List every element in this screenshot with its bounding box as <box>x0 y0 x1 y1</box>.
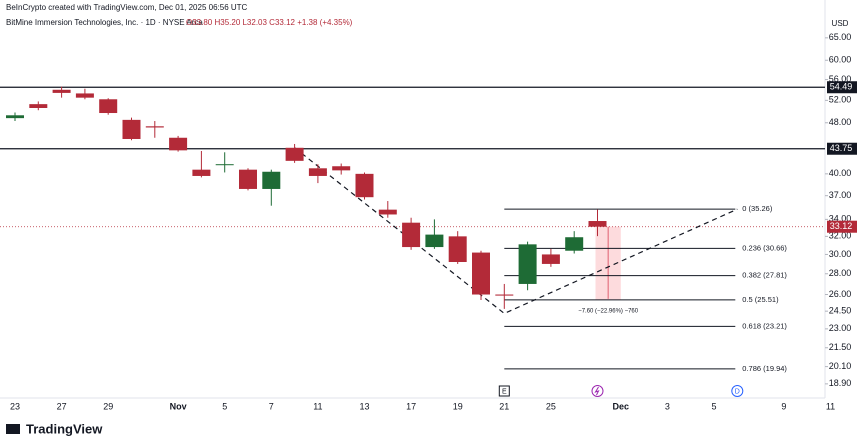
event-icon <box>498 385 510 397</box>
ohlc: O33.80 H35.20 L32.03 C33.12 +1.38 (+4.35… <box>186 18 353 27</box>
y-tick-label: 24.50 <box>829 306 852 316</box>
candle-body <box>262 171 281 189</box>
event-icon <box>731 385 744 397</box>
candle-body <box>402 222 421 248</box>
x-tick-label: 13 <box>359 401 369 411</box>
candle-body <box>378 209 397 215</box>
price-label-box <box>827 142 857 155</box>
x-tick-label: 11 <box>826 401 835 411</box>
currency: USD <box>832 19 849 28</box>
candle-body <box>588 221 607 227</box>
x-tick-label: 5 <box>222 401 227 411</box>
x-tick-label: Dec <box>613 401 630 411</box>
candle-body <box>541 254 560 264</box>
candle-body <box>99 99 118 114</box>
plot: 65.00 60.00 56.00 52.00 48.00 40.00 37.00 34.00… <box>0 32 857 411</box>
y-tick-label: 32.00 <box>829 231 852 241</box>
y-tick-label: 34.00 <box>829 214 852 224</box>
fib-label: 0.382 (27.81) <box>742 271 787 280</box>
candle-body <box>518 244 537 284</box>
x-tick-label: 25 <box>546 401 556 411</box>
y-tick-label: 37.00 <box>829 190 852 200</box>
last-price-box <box>827 220 857 233</box>
candle-body <box>332 166 351 171</box>
price-label: 54.49 <box>830 82 853 92</box>
candle-body <box>6 115 24 119</box>
fib-label: 0.5 (25.51) <box>742 295 779 304</box>
event-label: E <box>502 388 507 395</box>
y-tick-label: 65.00 <box>829 32 852 42</box>
y-tick-label: 40.00 <box>829 168 852 178</box>
y-tick-label: 60.00 <box>829 55 852 65</box>
x-tick-label: 29 <box>103 401 113 411</box>
x-tick-label: 5 <box>711 401 716 411</box>
measure-label: −7.60 (−22.96%) −760 <box>578 308 639 314</box>
candle-body <box>472 252 490 295</box>
x-tick-label: Nov <box>170 401 187 411</box>
fib-label: 0.786 (19.94) <box>742 364 787 373</box>
y-tick-label: 20.10 <box>829 361 852 371</box>
x-tick-label: 7 <box>269 401 274 411</box>
candle-body <box>425 234 444 248</box>
y-tick-label: 52.00 <box>829 95 852 105</box>
symbol: BitMine Immersion Technologies, Inc. · 1… <box>6 18 203 27</box>
event-label: D <box>735 388 740 395</box>
event-bolt <box>594 386 600 396</box>
candle-body <box>495 294 514 296</box>
y-tick-label: 48.00 <box>829 117 852 127</box>
fib-label: 0 (35.26) <box>742 204 773 213</box>
y-tick-label: 26.00 <box>829 289 852 299</box>
candle-body <box>192 169 211 176</box>
candle-body <box>215 164 234 166</box>
brand: TradingView <box>26 421 103 436</box>
x-tick-label: 21 <box>499 401 509 411</box>
x-tick-label: 23 <box>10 401 20 411</box>
y-tick-label: 21.50 <box>829 342 852 352</box>
y-tick-label: 28.00 <box>829 268 852 278</box>
candle-body <box>29 104 48 108</box>
fib-label: 0.618 (23.21) <box>742 321 787 330</box>
candle-body <box>308 168 327 176</box>
y-tick-label: 56.00 <box>829 74 852 84</box>
logo-icon <box>6 424 20 434</box>
x-tick-label: 27 <box>57 401 67 411</box>
candle-body <box>565 237 584 251</box>
candle-body <box>239 169 257 189</box>
candle-body <box>52 89 71 93</box>
credit: BeInCrypto created with TradingView.com,… <box>6 3 248 12</box>
candle-body <box>355 173 374 198</box>
x-tick-label: 9 <box>781 401 786 411</box>
fib-label: 0.236 (30.66) <box>742 243 787 252</box>
y-tick-label: 23.00 <box>829 323 852 333</box>
candle-body <box>448 236 467 263</box>
candle-body <box>145 126 164 128</box>
x-tick-label: 17 <box>406 401 416 411</box>
x-tick-label: 19 <box>453 401 463 411</box>
price-label-box <box>827 81 857 94</box>
last-price-label: 33.12 <box>830 221 853 231</box>
y-tick-label: 30.00 <box>829 249 852 259</box>
candle-body <box>169 137 188 151</box>
candle-body <box>75 93 94 98</box>
logo: TradingView <box>6 421 103 436</box>
candle-body <box>285 147 304 161</box>
candle-body <box>122 119 141 139</box>
x-tick-label: 11 <box>313 401 322 411</box>
y-tick-label: 18.90 <box>829 378 852 388</box>
x-tick-label: 3 <box>665 401 670 411</box>
price-label: 43.75 <box>830 143 853 153</box>
